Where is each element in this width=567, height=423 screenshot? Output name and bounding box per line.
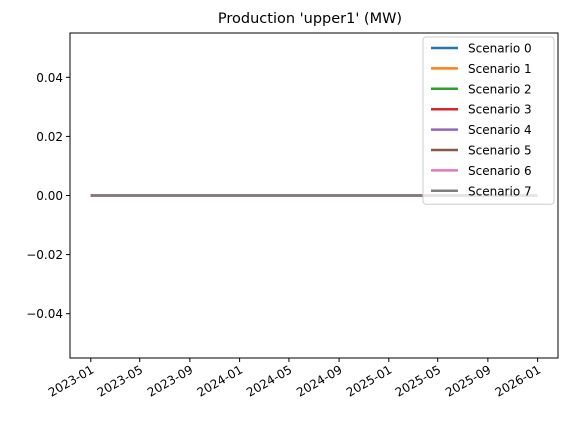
legend: Scenario 0 Scenario 1 Scenario 2 Scenario 3… xyxy=(422,36,555,205)
legend-item: Scenario 7 xyxy=(431,184,532,198)
x-tick-label: 2023-05 xyxy=(95,362,145,399)
x-tick-label: 2023-01 xyxy=(46,362,96,399)
legend-label: Scenario 6 xyxy=(468,164,532,178)
x-tick-label: 2025-05 xyxy=(393,362,443,399)
legend-label: Scenario 1 xyxy=(468,62,532,76)
legend-item: Scenario 6 xyxy=(431,164,532,178)
y-tick-label: −0.04 xyxy=(26,307,63,321)
legend-item: Scenario 5 xyxy=(431,144,532,158)
x-tick-label: 2023-09 xyxy=(145,362,195,399)
chart-title: Production 'upper1' (MW) xyxy=(218,11,402,27)
y-tick-label: −0.02 xyxy=(26,248,63,262)
legend-label: Scenario 0 xyxy=(468,42,532,56)
legend-label: Scenario 7 xyxy=(468,184,532,198)
legend-box xyxy=(422,36,555,205)
legend-item: Scenario 3 xyxy=(431,103,532,117)
x-tick-label: 2026-01 xyxy=(493,362,543,399)
y-tick-label: 0.00 xyxy=(36,189,63,203)
x-tick-label: 2025-09 xyxy=(443,362,493,399)
legend-label: Scenario 2 xyxy=(468,82,532,96)
x-tick-label: 2024-09 xyxy=(294,362,344,399)
legend-item: Scenario 4 xyxy=(431,123,532,137)
x-tick-label: 2024-01 xyxy=(195,362,245,399)
legend-item: Scenario 0 xyxy=(431,42,532,56)
legend-item: Scenario 1 xyxy=(431,62,532,76)
legend-label: Scenario 4 xyxy=(468,123,532,137)
x-tick-label: 2024-05 xyxy=(244,362,294,399)
y-tick-label: 0.04 xyxy=(36,71,63,85)
legend-label: Scenario 5 xyxy=(468,144,532,158)
legend-item: Scenario 2 xyxy=(431,82,532,96)
y-tick-label: 0.02 xyxy=(36,130,63,144)
y-axis: −0.04 −0.02 0.00 0.02 0.04 xyxy=(26,71,70,321)
legend-label: Scenario 3 xyxy=(468,103,532,117)
x-tick-label: 2025-01 xyxy=(344,362,394,399)
